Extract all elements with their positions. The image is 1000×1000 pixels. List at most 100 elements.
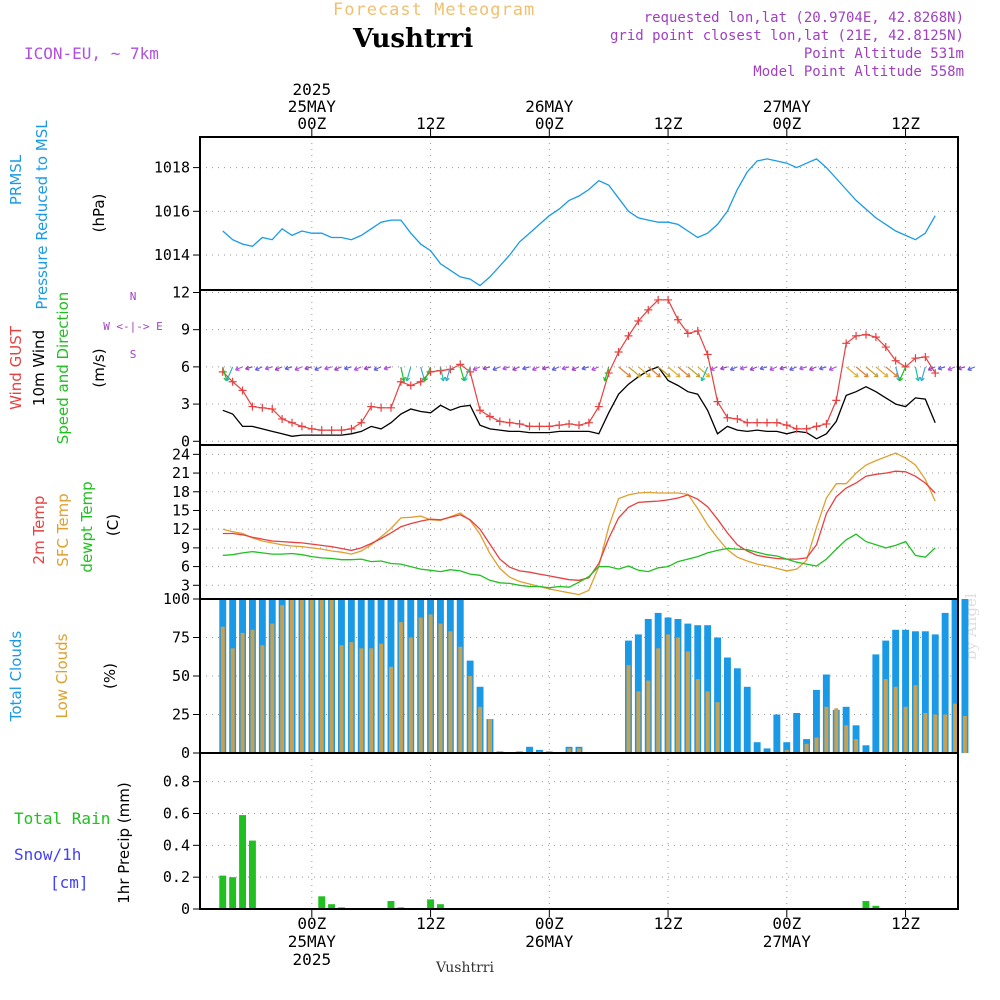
meteogram-subtitle: Forecast Meteogram <box>333 0 536 20</box>
total-cloud-bar <box>862 745 870 753</box>
low-cloud-bar <box>695 679 700 753</box>
gust-marker <box>386 403 395 412</box>
gust-marker <box>485 412 494 421</box>
gust-marker <box>703 350 712 359</box>
gust-marker <box>248 402 257 411</box>
wind-direction-arrow <box>809 366 817 371</box>
low-cloud-bar <box>933 714 938 753</box>
wind-direction-arrow <box>400 366 406 382</box>
total-cloud-bar <box>902 629 909 753</box>
wind-direction-arrow <box>591 366 600 371</box>
compass-west-east: W <-|-> E <box>103 320 163 333</box>
wind-direction-arrow <box>759 365 768 371</box>
wind-speed-line <box>222 366 936 440</box>
low-cloud-bar <box>260 645 265 753</box>
y-tick-label: 50 <box>172 667 190 685</box>
top-time-label: 26MAY <box>525 97 574 116</box>
low-cloud-bar <box>299 599 304 753</box>
wind-gust-line <box>222 299 936 431</box>
wind-direction-arrow <box>687 366 701 378</box>
wind-direction-arrow <box>667 366 681 378</box>
total-cloud-bar <box>931 634 939 753</box>
low-cloud-bar <box>478 706 483 753</box>
top-time-label: 00Z <box>535 114 564 133</box>
y-tick-label: 6 <box>181 358 190 376</box>
wind-direction-arrow <box>363 365 372 371</box>
bottom-time-label: 00Z <box>772 914 801 933</box>
wind-direction-arrow <box>353 366 362 371</box>
gust-marker <box>357 418 366 427</box>
top-time-label: 12Z <box>416 114 445 133</box>
wind-direction-arrow <box>628 366 642 378</box>
rain-bar <box>427 899 434 909</box>
wind-direction-arrow <box>927 366 936 371</box>
low-cloud-bar <box>943 714 948 753</box>
wind-direction-arrow <box>789 366 797 371</box>
total-cloud-bar <box>921 631 929 753</box>
low-cloud-bar <box>666 634 671 753</box>
wind-direction-arrow <box>324 365 332 371</box>
bottom-time-label: 27MAY <box>763 932 812 951</box>
clouds-panel: 0 25 50 75 100 <box>163 590 969 762</box>
bottom-time-label: 26MAY <box>525 932 574 951</box>
snow-unit-label: [cm] <box>50 873 89 892</box>
total-cloud-bar <box>763 748 771 753</box>
low-cloud-bar <box>656 648 661 753</box>
wind-direction-arrow <box>818 365 827 371</box>
low-cloud-bar <box>240 632 245 753</box>
gust-marker <box>367 402 376 411</box>
total-cloud-bar <box>526 746 533 753</box>
wind-direction-arrow <box>254 366 263 371</box>
gust-marker <box>861 330 870 339</box>
wind-direction-arrow <box>439 366 446 382</box>
gust-marker <box>683 329 692 338</box>
low-cloud-bar <box>438 623 443 753</box>
bottom-time-label: 00Z <box>297 914 326 933</box>
low-cloud-bar <box>804 743 809 753</box>
wind-panel: 0 3 6 9 12 <box>172 283 976 450</box>
gust-marker <box>871 333 880 342</box>
low-cloud-bar <box>418 617 423 753</box>
gust-marker <box>802 424 811 433</box>
low-cloud-bar <box>220 626 225 753</box>
y-tick-label: 0.6 <box>163 804 190 822</box>
y-tick-label: 12 <box>172 520 190 538</box>
top-time-label: 12Z <box>654 114 683 133</box>
compass-north: N <box>130 290 137 303</box>
wind-direction-arrow <box>463 366 471 382</box>
precip-panel: 0 0.2 0.4 0.6 0.8 <box>163 753 958 918</box>
model-altitude: Model Point Altitude 558m <box>753 64 964 80</box>
y-tick-label: 24 <box>172 445 190 463</box>
y-tick-label: 1018 <box>154 159 190 177</box>
low-cloud-bar <box>715 702 720 753</box>
gust-marker <box>634 317 643 325</box>
low-cloud-bar <box>676 637 680 753</box>
top-time-label: 25MAY <box>288 97 337 116</box>
wind-direction-arrow <box>294 366 303 371</box>
gust-marker <box>545 422 554 431</box>
low-cloud-bar <box>379 643 384 753</box>
rain-bar <box>437 904 444 909</box>
wind-direction-arrow <box>373 366 382 371</box>
wind-direction-arrow <box>603 366 610 382</box>
total-cloud-bar <box>961 599 969 753</box>
rain-bar <box>239 815 246 909</box>
wind-direction-arrow <box>482 365 491 371</box>
wind-direction-arrow <box>264 365 273 371</box>
rain-bar <box>862 901 870 909</box>
wind-direction-arrow <box>947 366 956 371</box>
gust-marker <box>406 381 415 390</box>
gust-marker <box>792 424 801 433</box>
total-rain-label: Total Rain <box>14 809 110 828</box>
total-cloud-bar <box>704 625 712 753</box>
gust-marker <box>693 326 702 335</box>
gust-marker <box>258 403 267 412</box>
wind-direction-arrow <box>334 366 342 371</box>
wind-direction-arrow <box>657 366 671 378</box>
panel-frame <box>199 136 959 291</box>
dewpt-label: dewpt Temp <box>78 481 96 572</box>
prmsl-label: PRMSL <box>7 154 25 205</box>
sfc-temp-line <box>222 452 936 596</box>
wind-direction-arrow <box>855 366 869 378</box>
low-cloud-bar <box>577 748 581 753</box>
